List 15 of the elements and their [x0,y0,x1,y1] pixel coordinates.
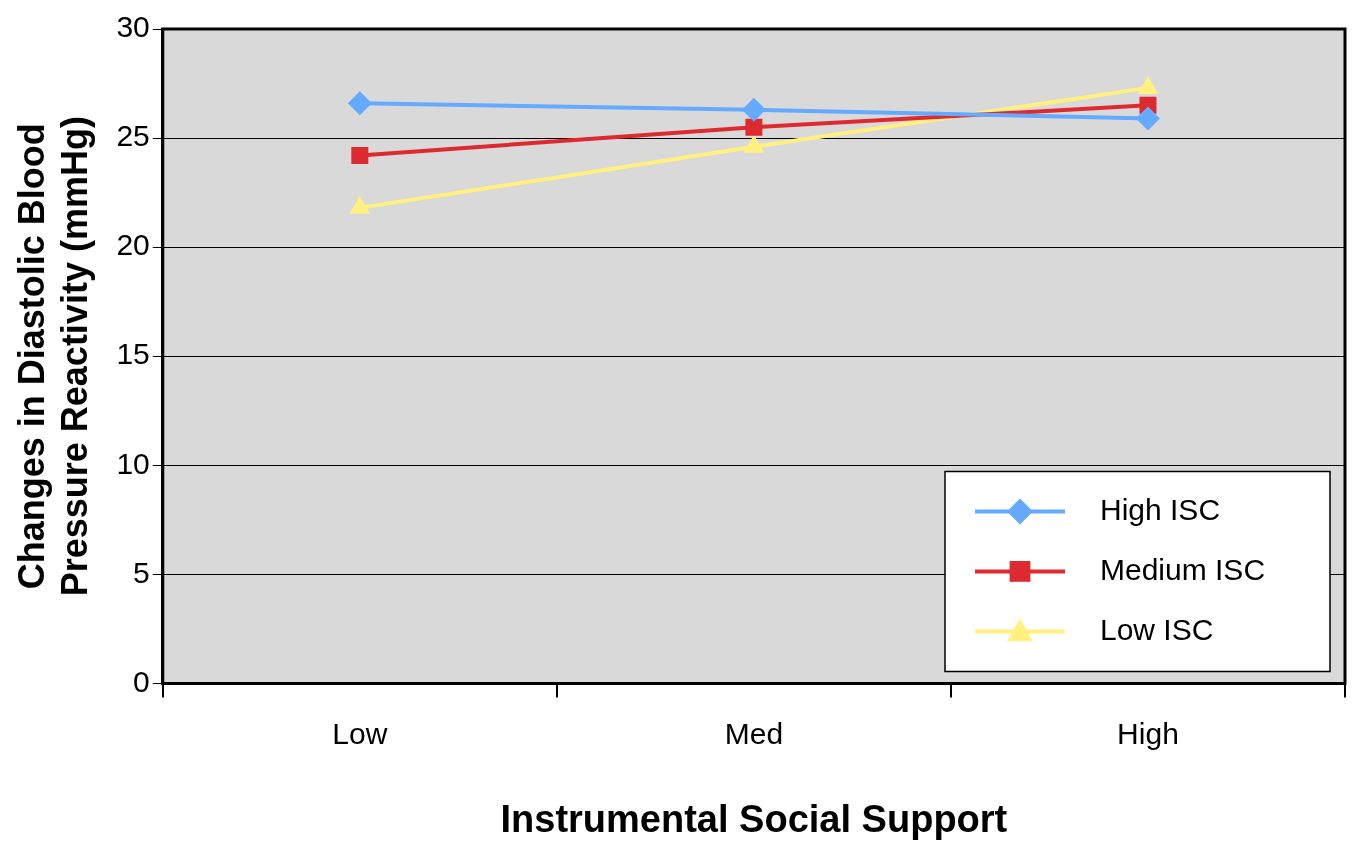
x-tick-label: Med [724,716,784,750]
x-tick-label: High [1117,716,1179,750]
legend-label: High ISC [1100,492,1221,526]
y-tick-label: 5 [133,555,150,589]
legend-label: Low ISC [1100,612,1214,646]
y-axis-title: Changes in Diastolic Blood Pressure Reactivity (mmHg) [10,116,95,597]
y-tick-label: 30 [116,10,150,44]
y-tick-label: 25 [116,119,150,153]
y-tick-label: 0 [133,664,150,698]
legend-label: Medium ISC [1100,552,1266,586]
x-tick-label: Low [332,716,388,750]
y-tick-label: 20 [116,228,150,262]
y-tick-label: 15 [116,337,150,371]
x-axis-title: Instrumental Social Support [500,797,1008,840]
y-tick-label: 10 [116,446,150,480]
